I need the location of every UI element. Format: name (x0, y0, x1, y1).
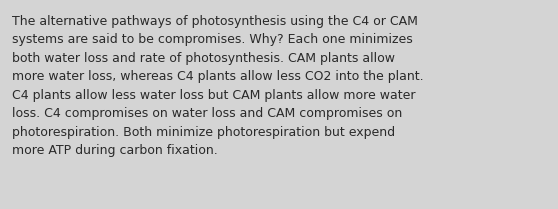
Text: The alternative pathways of photosynthesis using the C4 or CAM
systems are said : The alternative pathways of photosynthes… (12, 15, 424, 157)
